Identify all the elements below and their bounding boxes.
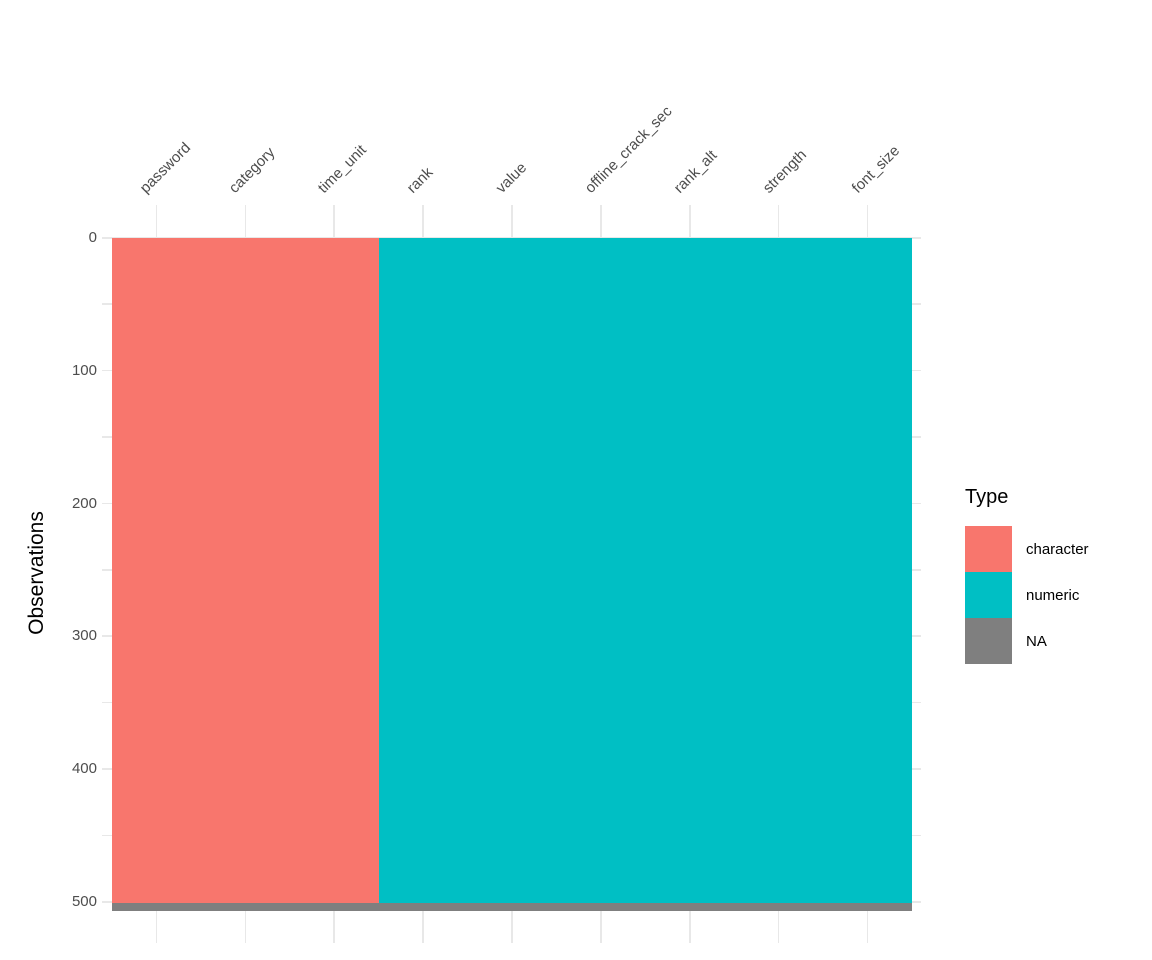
x-label-strength: strength <box>759 146 810 197</box>
column-offline_crack_sec-numeric <box>556 238 646 903</box>
data-raster <box>112 238 912 903</box>
legend-entry-numeric: numeric <box>965 572 1089 618</box>
x-label-password: password <box>137 139 195 197</box>
y-tick-400: 400 <box>71 760 97 778</box>
column-value-numeric <box>467 238 557 903</box>
x-label-time_unit: time_unit <box>314 141 370 197</box>
x-label-category: category <box>226 143 279 197</box>
legend-swatch-NA <box>965 618 1012 664</box>
legend-label-NA: NA <box>1026 632 1047 650</box>
x-label-offline_crack_sec: offline_crack_sec <box>581 102 676 197</box>
legend-label-numeric: numeric <box>1026 586 1080 604</box>
legend-swatch-numeric <box>965 572 1012 618</box>
legend: Type character numeric NA <box>965 486 1089 664</box>
y-tick-0: 0 <box>88 229 97 246</box>
legend-entry-character: character <box>965 526 1089 572</box>
legend-label-character: character <box>1026 540 1089 558</box>
column-category-character <box>200 238 290 903</box>
column-font_size-numeric <box>823 238 912 903</box>
column-strength-numeric <box>734 238 823 903</box>
legend-swatch-character <box>965 526 1012 572</box>
y-tick-300: 300 <box>71 627 97 645</box>
x-label-font_size: font_size <box>848 142 903 197</box>
y-axis-title: Observations <box>25 511 48 635</box>
column-rank-numeric <box>378 238 468 903</box>
column-rank_alt-numeric <box>645 238 735 903</box>
na-band <box>112 903 912 911</box>
x-label-value: value <box>492 159 531 197</box>
y-tick-100: 100 <box>71 361 97 379</box>
legend-title: Type <box>965 486 1009 508</box>
legend-entries: character numeric NA <box>965 526 1089 664</box>
y-tick-200: 200 <box>71 494 97 512</box>
column-password-character <box>112 238 201 903</box>
x-label-rank_alt: rank_alt <box>670 146 721 197</box>
legend-entry-NA: NA <box>965 618 1089 664</box>
column-time_unit-character <box>289 238 379 903</box>
x-label-rank: rank <box>403 164 437 197</box>
y-tick-500: 500 <box>71 893 97 910</box>
